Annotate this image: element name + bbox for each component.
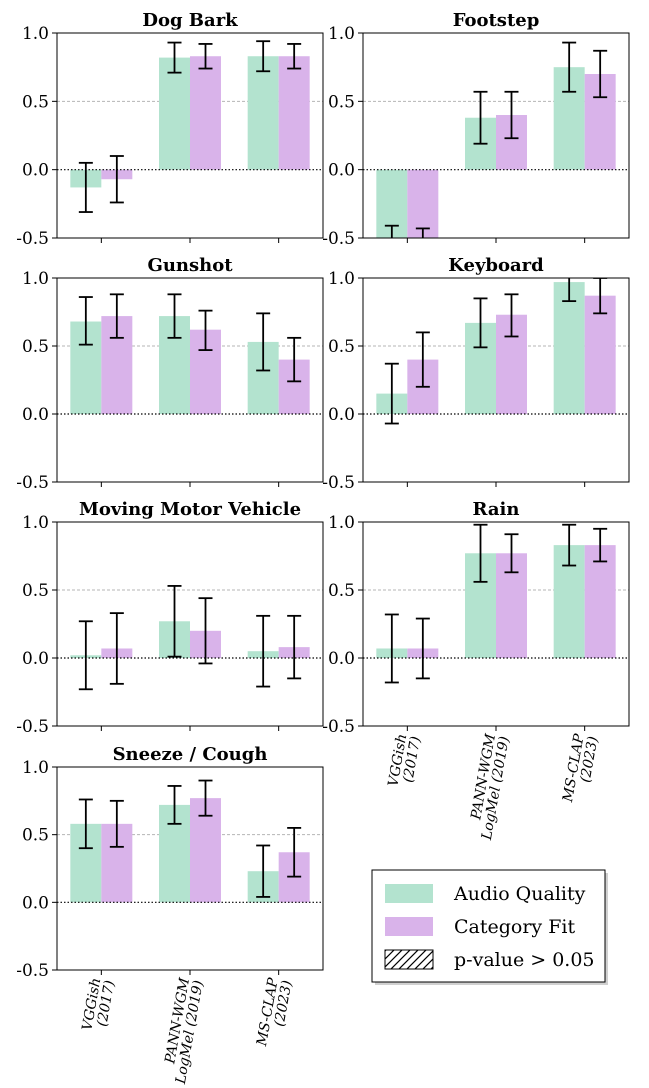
panel-title: Keyboard bbox=[448, 255, 544, 276]
panel-title: Dog Bark bbox=[142, 10, 238, 31]
legend-swatch-hatch bbox=[384, 949, 434, 970]
bar bbox=[584, 295, 616, 414]
panel-2: Footstep 1.0 0.5 0.0 -0.5 bbox=[322, 10, 630, 249]
legend-label: Category Fit bbox=[454, 916, 575, 938]
y-tick-label: -0.5 bbox=[322, 229, 355, 249]
y-tick-label: 0.5 bbox=[328, 581, 355, 601]
y-tick-label: 1.0 bbox=[328, 269, 355, 289]
y-tick-label: 0.5 bbox=[22, 826, 49, 846]
y-tick-label: 0.5 bbox=[22, 92, 49, 112]
y-tick-label: 1.0 bbox=[328, 24, 355, 44]
legend-swatch bbox=[385, 884, 433, 903]
x-tick-line: (2023) bbox=[578, 735, 602, 784]
y-tick-label: -0.5 bbox=[16, 473, 49, 493]
bar bbox=[247, 56, 279, 170]
panel-7: Sneeze / Cough 1.0 0.5 0.0 -0.5 bbox=[16, 744, 324, 981]
y-tick-label: 0.5 bbox=[22, 581, 49, 601]
y-tick-label: -0.5 bbox=[16, 961, 49, 981]
y-tick-label: 0.5 bbox=[22, 337, 49, 357]
legend-label: p-value > 0.05 bbox=[454, 949, 595, 971]
panel-title: Footstep bbox=[453, 10, 540, 31]
y-tick-label: 1.0 bbox=[22, 513, 49, 533]
y-tick-label: 0.0 bbox=[22, 405, 49, 425]
x-tick-line: (2017) bbox=[94, 979, 118, 1028]
y-tick-label: 0.0 bbox=[328, 161, 355, 181]
plot-area bbox=[70, 293, 310, 414]
y-tick-label: 0.0 bbox=[22, 649, 49, 669]
y-tick-label: -0.5 bbox=[16, 717, 49, 737]
rain-x-tick-label: PANN-WGMLogMel (2019) bbox=[465, 732, 513, 842]
panel-title: Gunshot bbox=[147, 255, 233, 276]
panel-5: Moving Motor Vehicle 1.0 0.5 0.0 -0.5 bbox=[16, 499, 324, 737]
sneeze-x-tick-label: PANN-WGMLogMel (2019) bbox=[159, 976, 207, 1086]
x-tick-line: (2023) bbox=[272, 979, 296, 1028]
bar bbox=[278, 56, 310, 170]
y-tick-label: -0.5 bbox=[322, 473, 355, 493]
bar bbox=[553, 282, 585, 414]
plot-area bbox=[376, 41, 616, 238]
plot-area bbox=[70, 779, 310, 903]
y-tick-label: 0.0 bbox=[328, 405, 355, 425]
sneeze-x-tick-label: MS-CLAP(2023) bbox=[254, 976, 296, 1050]
rain-x-tick-label: VGGish(2017) bbox=[385, 733, 424, 791]
y-tick-label: 0.0 bbox=[22, 893, 49, 913]
panel-title: Rain bbox=[473, 499, 520, 520]
bar bbox=[159, 57, 190, 170]
y-tick-label: 0.0 bbox=[328, 649, 355, 669]
bar bbox=[407, 169, 439, 238]
legend-swatch bbox=[385, 917, 433, 936]
y-tick-label: 0.5 bbox=[328, 337, 355, 357]
panel-3: Gunshot 1.0 0.5 0.0 -0.5 bbox=[16, 255, 324, 493]
y-tick-label: -0.5 bbox=[16, 229, 49, 249]
y-tick-label: 1.0 bbox=[22, 24, 49, 44]
plot-area bbox=[70, 585, 310, 691]
panel-6: Rain 1.0 0.5 0.0 -0.5 bbox=[322, 499, 630, 737]
panel-4: Keyboard 1.0 0.5 0.0 -0.5 bbox=[322, 255, 630, 493]
sneeze-x-tick-label: VGGish(2017) bbox=[79, 977, 118, 1035]
plot-area bbox=[376, 523, 616, 684]
bar bbox=[584, 545, 616, 658]
rain-x-tick-label: MS-CLAP(2023) bbox=[560, 732, 602, 806]
y-tick-label: 1.0 bbox=[22, 758, 49, 778]
x-tick-line: (2017) bbox=[400, 735, 424, 784]
panel-title: Moving Motor Vehicle bbox=[79, 499, 301, 520]
panel-1: Dog Bark 1.0 0.5 0.0 -0.5 bbox=[16, 10, 324, 249]
plot-area bbox=[376, 278, 616, 425]
y-tick-label: 0.5 bbox=[328, 92, 355, 112]
y-tick-label: -0.5 bbox=[322, 717, 355, 737]
y-tick-label: 0.0 bbox=[22, 161, 49, 181]
panel-title: Sneeze / Cough bbox=[113, 744, 268, 765]
legend-label: Audio Quality bbox=[453, 883, 586, 905]
plot-area bbox=[70, 40, 310, 213]
bar bbox=[190, 56, 221, 170]
y-tick-label: 1.0 bbox=[328, 513, 355, 533]
y-tick-label: 1.0 bbox=[22, 269, 49, 289]
legend: Audio Quality Category Fit p-value > 0.05 bbox=[371, 869, 608, 985]
